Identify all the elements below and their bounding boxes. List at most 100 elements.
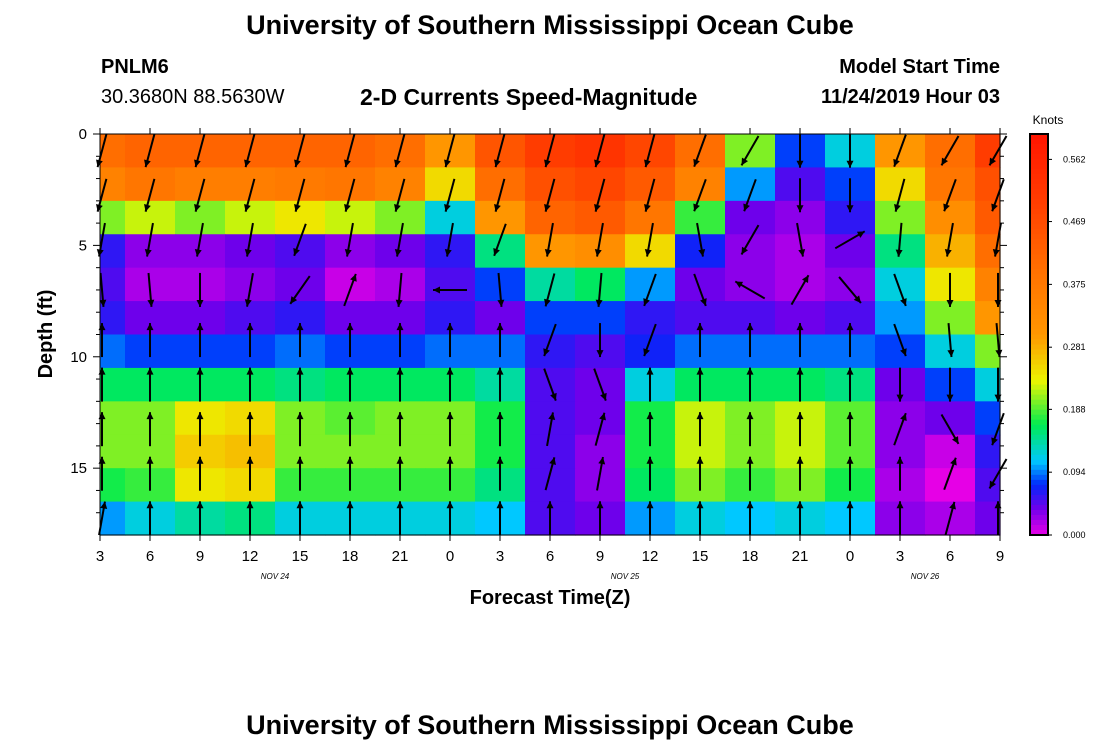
heat-cell bbox=[325, 200, 376, 235]
heat-cell bbox=[275, 267, 326, 302]
current-arrow bbox=[944, 501, 956, 535]
current-arrow bbox=[740, 135, 760, 166]
current-arrow bbox=[346, 367, 354, 402]
colorbar-segment bbox=[1030, 209, 1048, 215]
current-arrow bbox=[344, 134, 356, 168]
current-arrow bbox=[896, 456, 904, 491]
current-arrow bbox=[444, 134, 456, 168]
current-arrow bbox=[946, 367, 954, 402]
current-arrow bbox=[396, 456, 404, 491]
current-arrow bbox=[796, 222, 806, 257]
current-arrows bbox=[96, 133, 1008, 536]
heat-cell bbox=[975, 401, 1001, 436]
current-arrow bbox=[796, 456, 804, 491]
heat-cell bbox=[525, 200, 576, 235]
x-tick-label: 21 bbox=[792, 548, 809, 565]
colorbar-label: Knots bbox=[1033, 113, 1064, 127]
colorbar-segment bbox=[1030, 474, 1048, 481]
current-arrow bbox=[988, 135, 1008, 166]
current-arrow bbox=[594, 222, 604, 257]
current-arrow bbox=[246, 367, 254, 402]
current-arrow bbox=[893, 412, 907, 446]
current-arrow bbox=[494, 134, 506, 168]
current-arrow bbox=[446, 501, 454, 536]
current-arrow bbox=[796, 323, 804, 358]
current-arrow bbox=[796, 133, 804, 168]
colorbar-segment bbox=[1030, 299, 1048, 306]
colorbar-segment bbox=[1030, 434, 1048, 441]
current-arrow bbox=[693, 134, 707, 168]
colorbar-segment bbox=[1030, 429, 1048, 436]
current-arrow bbox=[446, 456, 454, 491]
current-arrow bbox=[246, 456, 254, 491]
colorbar-segment bbox=[1030, 224, 1048, 230]
current-arrow bbox=[446, 323, 454, 358]
y-axis-label: Depth (ft) bbox=[35, 290, 57, 379]
x-tick-label: 6 bbox=[146, 548, 154, 565]
heat-cell bbox=[425, 200, 476, 235]
colorbar-segment bbox=[1030, 364, 1048, 371]
current-arrow bbox=[144, 178, 156, 212]
colorbar-segment bbox=[1030, 494, 1048, 501]
colorbar-tick-label: 0.375 bbox=[1063, 279, 1086, 289]
current-arrow bbox=[693, 273, 707, 307]
current-arrow bbox=[496, 456, 504, 491]
current-arrow bbox=[246, 501, 254, 536]
heat-cell bbox=[925, 434, 976, 469]
x-tick-label: 6 bbox=[946, 548, 954, 565]
model-start-label: Model Start Time bbox=[839, 56, 1000, 78]
current-arrow bbox=[644, 134, 656, 168]
current-arrow bbox=[696, 222, 706, 257]
current-arrow bbox=[646, 412, 654, 447]
current-arrow bbox=[194, 222, 204, 257]
current-arrow bbox=[446, 412, 454, 447]
heat-cell bbox=[475, 200, 526, 235]
current-arrow bbox=[696, 412, 704, 447]
current-arrow bbox=[734, 280, 766, 300]
current-arrow bbox=[746, 456, 754, 491]
current-arrow bbox=[294, 134, 306, 168]
current-arrow bbox=[594, 412, 606, 446]
colorbar-segment bbox=[1030, 159, 1048, 165]
colorbar-segment bbox=[1030, 469, 1048, 476]
heat-cell bbox=[425, 267, 476, 302]
y-tick-label: 15 bbox=[70, 460, 87, 477]
colorbar-segment bbox=[1030, 254, 1048, 260]
current-arrow bbox=[796, 367, 804, 402]
current-arrow bbox=[396, 412, 404, 447]
station-coordinates: 30.3680N 88.5630W bbox=[101, 86, 285, 108]
current-arrow bbox=[896, 367, 904, 402]
heat-cell bbox=[100, 134, 126, 169]
current-arrow bbox=[196, 323, 204, 358]
colorbar-segment bbox=[1030, 189, 1048, 195]
x-tick-label: 0 bbox=[846, 548, 854, 565]
current-arrow bbox=[146, 323, 154, 358]
colorbar-segment bbox=[1030, 529, 1048, 536]
colorbar-segment bbox=[1030, 459, 1048, 466]
current-arrow bbox=[346, 501, 354, 536]
current-arrow bbox=[838, 276, 862, 304]
current-arrow bbox=[895, 222, 903, 257]
current-arrow bbox=[893, 323, 907, 357]
colorbar-tick-label: 0.188 bbox=[1063, 404, 1086, 414]
heat-cell bbox=[125, 200, 176, 235]
colorbar-segment bbox=[1030, 454, 1048, 461]
current-arrow bbox=[296, 367, 304, 402]
footer-title: University of Southern Mississippi Ocean… bbox=[246, 710, 854, 740]
colorbar-segment bbox=[1030, 479, 1048, 486]
colorbar-frame bbox=[1029, 133, 1049, 536]
current-arrow bbox=[646, 456, 654, 491]
current-arrow bbox=[496, 412, 504, 447]
heat-cell bbox=[625, 267, 676, 302]
current-arrow bbox=[846, 323, 854, 358]
colorbar-segment bbox=[1030, 424, 1048, 431]
current-arrow bbox=[196, 272, 204, 307]
colorbar-segment bbox=[1030, 214, 1048, 220]
colorbar-segment bbox=[1030, 149, 1048, 155]
model-start-value: 11/24/2019 Hour 03 bbox=[820, 86, 1000, 108]
current-arrow bbox=[644, 222, 654, 257]
colorbar-segment bbox=[1030, 204, 1048, 210]
heat-cell bbox=[975, 267, 1001, 302]
x-tick-label: 3 bbox=[896, 548, 904, 565]
current-arrow bbox=[943, 178, 957, 212]
